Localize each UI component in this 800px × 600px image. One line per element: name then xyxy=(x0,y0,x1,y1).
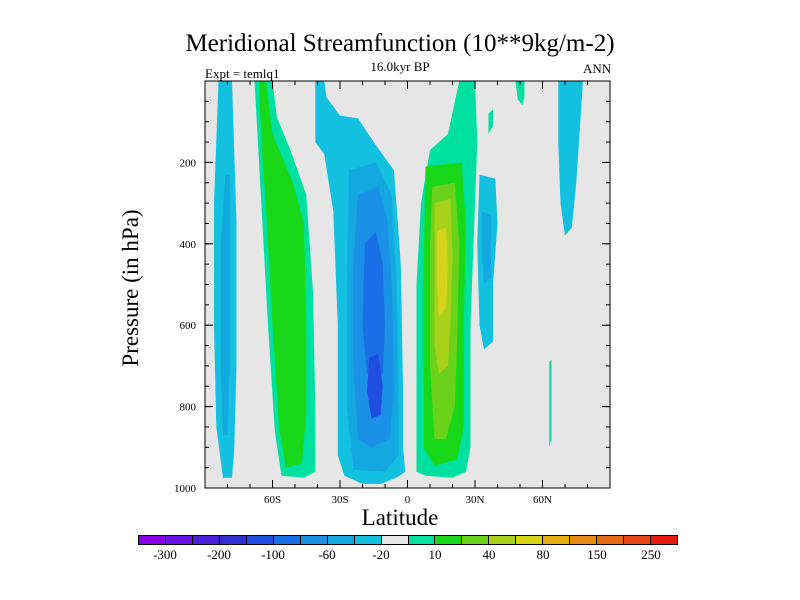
y-tick-label: 1000 xyxy=(174,483,197,495)
colorbar-label: 250 xyxy=(641,547,661,562)
colorbar-segment xyxy=(354,536,382,544)
y-tick-label: 800 xyxy=(180,402,197,414)
colorbar-segment xyxy=(165,536,193,544)
contour-region xyxy=(259,81,307,468)
experiment-label: Expt = temlq1 xyxy=(205,66,280,81)
contour-region xyxy=(220,174,230,436)
colorbar-segment xyxy=(597,536,625,544)
colorbar-segment xyxy=(435,536,463,544)
colorbar-label: 80 xyxy=(536,547,550,562)
contour-region xyxy=(481,211,491,285)
colorbar-label: 150 xyxy=(587,547,607,562)
colorbar-segment xyxy=(381,536,409,544)
x-tick-label: 0 xyxy=(405,494,411,506)
chart-title: Meridional Streamfunction (10**9kg/m-2) xyxy=(185,30,615,57)
colorbar-label: 10 xyxy=(428,547,442,562)
colorbar-segment xyxy=(219,536,247,544)
colorbar-label: 40 xyxy=(482,547,496,562)
colorbar-segment xyxy=(192,536,220,544)
contour-region xyxy=(558,81,583,236)
y-tick-label: 200 xyxy=(180,157,197,169)
contour-region xyxy=(362,231,385,374)
y-tick-label: 600 xyxy=(180,320,197,332)
x-tick-label: 60S xyxy=(264,494,281,506)
colorbar xyxy=(138,535,678,545)
y-tick-label: 400 xyxy=(180,239,197,251)
colorbar-segment xyxy=(570,536,598,544)
colorbar-segment xyxy=(543,536,571,544)
colorbar-segment xyxy=(273,536,301,544)
colorbar-segment xyxy=(516,536,544,544)
plot-axes: 60S 30S 0 30N 60N 200 400 600 800 1000 xyxy=(174,80,611,506)
colorbar-label: -60 xyxy=(318,547,336,562)
colorbar-label: -300 xyxy=(153,547,177,562)
colorbar-segment xyxy=(300,536,328,544)
colorbar-segment xyxy=(246,536,274,544)
colorbar-segment xyxy=(624,536,652,544)
contour-region xyxy=(515,81,525,106)
colorbar-segment xyxy=(651,536,678,544)
contour-region xyxy=(488,109,493,134)
contour-region xyxy=(436,227,448,318)
colorbar-segment xyxy=(139,536,166,544)
x-tick-label: 30S xyxy=(331,494,348,506)
contour-regions xyxy=(205,81,610,488)
colorbar-segment xyxy=(462,536,490,544)
colorbar-segment xyxy=(327,536,355,544)
colorbar-label: -100 xyxy=(261,547,285,562)
x-axis-label: Latitude xyxy=(361,505,439,530)
contour-region xyxy=(549,359,552,448)
colorbar-label: -20 xyxy=(372,547,390,562)
colorbar-label: -200 xyxy=(207,547,231,562)
x-tick-label: 30N xyxy=(466,494,485,506)
contour-region xyxy=(367,353,383,419)
colorbar-segment xyxy=(489,536,517,544)
chart-subtitle: 16.0kyr BP xyxy=(370,59,430,74)
x-tick-label: 60N xyxy=(533,494,552,506)
colorbar-segment xyxy=(408,536,436,544)
season-label: ANN xyxy=(583,61,612,76)
